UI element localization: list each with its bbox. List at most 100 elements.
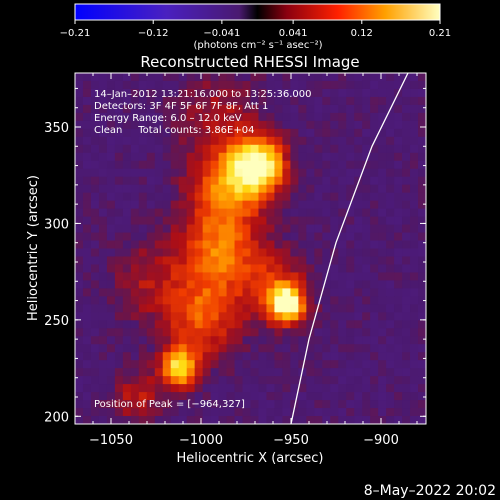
heatmap-cell (218, 160, 228, 170)
heatmap-cell (162, 344, 172, 353)
heatmap-cell (106, 96, 116, 106)
heatmap-cell (314, 232, 323, 242)
heatmap-cell (130, 328, 140, 337)
heatmap-cell (114, 136, 124, 146)
heatmap-cell (370, 376, 379, 385)
heatmap-cell (90, 312, 100, 321)
heatmap-cell (98, 280, 108, 289)
heatmap-cell (346, 400, 355, 409)
heatmap-cell (242, 368, 252, 377)
heatmap-cell (386, 280, 395, 289)
heatmap-cell (370, 128, 379, 138)
heatmap-cell (258, 128, 268, 138)
heatmap-cell (314, 184, 323, 194)
heatmap-cell (130, 232, 140, 242)
heatmap-cell (314, 352, 323, 361)
heatmap-cell (298, 312, 307, 321)
heatmap-cell (226, 328, 236, 337)
heatmap-cell (394, 73, 403, 82)
heatmap-cell (306, 168, 315, 178)
heatmap-cell (242, 168, 252, 178)
heatmap-cell (354, 73, 363, 82)
heatmap-cell (75, 136, 84, 146)
heatmap-cell (90, 160, 100, 170)
heatmap-cell (330, 264, 339, 274)
heatmap-cell (322, 192, 331, 202)
heatmap-cell (282, 80, 291, 90)
heatmap-cell (114, 216, 124, 226)
heatmap-cell (418, 208, 426, 218)
heatmap-cell (234, 136, 244, 146)
heatmap-cell (298, 344, 307, 353)
heatmap-cell (338, 384, 347, 393)
heatmap-cell (82, 360, 92, 369)
heatmap-cell (282, 240, 291, 250)
heatmap-cell (234, 272, 244, 282)
heatmap-cell (106, 392, 116, 401)
heatmap-cell (210, 304, 220, 313)
heatmap-cell (258, 416, 268, 424)
heatmap-cell (298, 336, 307, 345)
heatmap-cell (418, 312, 426, 321)
heatmap-cell (306, 344, 315, 353)
heatmap-cell (114, 352, 124, 361)
heatmap-cell (306, 416, 315, 424)
heatmap-cell (306, 160, 315, 170)
heatmap-cell (114, 160, 124, 170)
heatmap-cell (306, 384, 315, 393)
heatmap-cell (218, 192, 228, 202)
heatmap-cell (234, 408, 244, 417)
heatmap-cell (402, 304, 411, 313)
heatmap-cell (258, 232, 268, 242)
heatmap-cell (394, 336, 403, 345)
heatmap-cell (210, 360, 220, 369)
heatmap-cell (75, 392, 84, 401)
heatmap-cell (258, 73, 268, 82)
heatmap-cell (418, 368, 426, 377)
heatmap-cell (106, 376, 116, 385)
heatmap-cell (362, 376, 371, 385)
heatmap-cell (210, 296, 220, 305)
heatmap-cell (194, 400, 204, 409)
heatmap-cell (266, 184, 276, 194)
heatmap-cell (370, 352, 379, 361)
heatmap-cell (75, 184, 84, 194)
heatmap-cell (114, 128, 124, 138)
heatmap-cell (314, 400, 323, 409)
heatmap-cell (186, 192, 196, 202)
heatmap-cell (258, 248, 268, 258)
heatmap-cell (402, 120, 411, 130)
heatmap-cell (274, 376, 284, 385)
heatmap-cell (394, 208, 403, 218)
heatmap-cell (322, 208, 331, 218)
heatmap-cell (314, 96, 323, 106)
heatmap-cell (90, 360, 100, 369)
heatmap-cell (386, 200, 395, 210)
heatmap-cell (298, 216, 307, 226)
heatmap-cell (418, 272, 426, 282)
heatmap-cell (274, 104, 284, 114)
heatmap-cell (154, 304, 164, 313)
heatmap-cell (322, 328, 331, 337)
heatmap-cell (402, 232, 411, 242)
heatmap-cell (122, 264, 132, 274)
heatmap-cell (82, 264, 92, 274)
heatmap-cell (338, 240, 347, 250)
heatmap-cell (410, 144, 419, 154)
heatmap-cell (290, 224, 299, 234)
heatmap-cell (82, 416, 92, 424)
heatmap-cell (402, 224, 411, 234)
heatmap-cell (298, 160, 307, 170)
heatmap-cell (378, 88, 387, 98)
heatmap-cell (402, 280, 411, 289)
heatmap-cell (330, 184, 339, 194)
heatmap-cell (90, 344, 100, 353)
heatmap-cell (138, 392, 148, 401)
heatmap-cell (186, 232, 196, 242)
heatmap-cell (98, 120, 108, 130)
heatmap-cell (130, 296, 140, 305)
heatmap-cell (234, 344, 244, 353)
heatmap-cell (250, 312, 260, 321)
heatmap-cell (90, 200, 100, 210)
heatmap-cell (226, 184, 236, 194)
